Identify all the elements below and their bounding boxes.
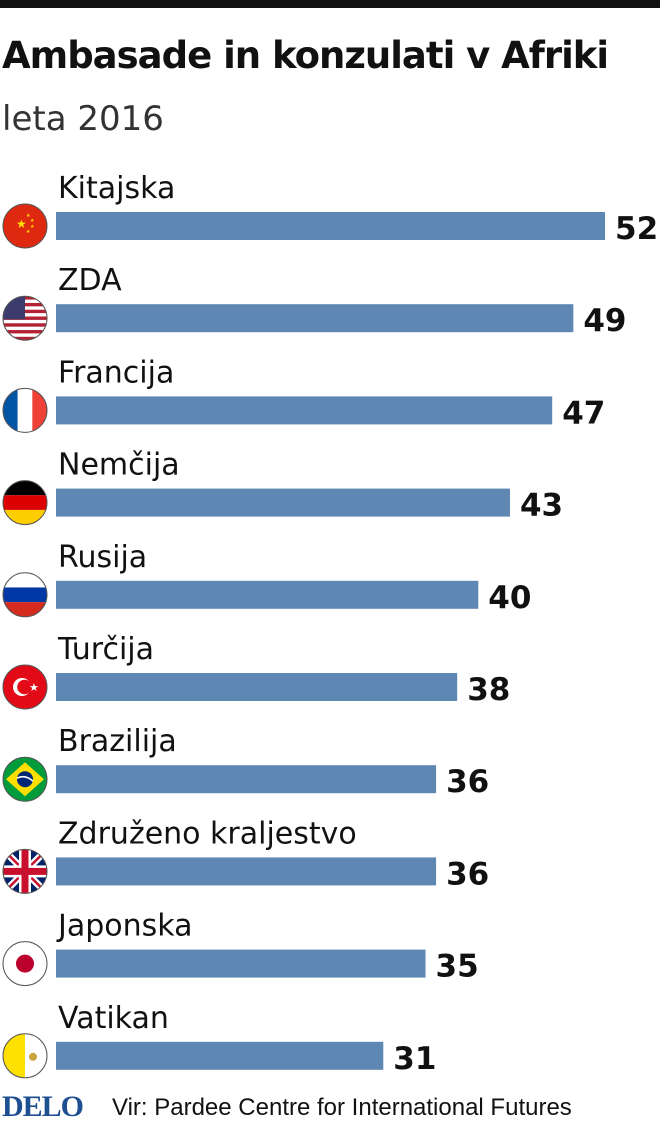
uk-flag-icon	[2, 848, 48, 894]
turkey-flag-icon: ★	[2, 664, 48, 710]
footer: DELO Vir: Pardee Centre for Internationa…	[0, 1090, 660, 1126]
category-label: Vatikan	[58, 1001, 169, 1036]
germany-flag-icon	[2, 480, 48, 526]
category-label: Nemčija	[58, 448, 180, 483]
value-label: 36	[446, 856, 489, 892]
bar	[56, 304, 574, 333]
value-label: 43	[520, 488, 563, 524]
category-label: Turčija	[57, 632, 154, 667]
svg-text:★: ★	[29, 681, 39, 694]
category-label: Rusija	[58, 540, 147, 575]
bar	[56, 1041, 384, 1070]
value-label: 40	[488, 580, 531, 616]
bar	[56, 212, 605, 240]
china-flag-icon: ★★★★★	[2, 203, 48, 249]
value-label: 31	[393, 1041, 436, 1077]
bar	[56, 765, 437, 794]
bar	[56, 857, 437, 886]
category-label: Francija	[58, 355, 174, 390]
france-flag-icon	[2, 387, 48, 433]
category-label: Združeno kraljestvo	[58, 816, 357, 851]
top-rule	[0, 0, 660, 8]
value-label: 47	[562, 395, 605, 431]
category-label: Kitajska	[58, 171, 175, 206]
category-label: ZDA	[58, 263, 122, 298]
chart-subtitle: leta 2016	[2, 99, 164, 139]
svg-text:★: ★	[16, 217, 27, 231]
bar	[56, 488, 510, 517]
vatican-flag-icon	[2, 1033, 48, 1079]
value-label: 49	[583, 303, 626, 339]
svg-text:★: ★	[30, 218, 35, 224]
bar	[56, 949, 426, 978]
category-label: Japonska	[56, 909, 193, 944]
japan-flag-icon	[2, 941, 48, 987]
svg-text:★: ★	[30, 224, 35, 230]
value-label: 38	[467, 672, 510, 708]
value-label: 35	[436, 949, 479, 985]
bar	[56, 673, 458, 701]
brazil-flag-icon	[2, 756, 48, 802]
delo-logo: DELO	[2, 1090, 84, 1123]
chart-title: Ambasade in konzulati v Afriki	[2, 34, 609, 77]
value-label: 52	[615, 211, 658, 247]
value-label: 36	[446, 764, 489, 800]
russia-flag-icon	[2, 572, 48, 618]
source-note: Vir: Pardee Centre for International Fut…	[112, 1094, 572, 1121]
svg-text:★: ★	[26, 229, 31, 235]
svg-text:★: ★	[26, 213, 31, 219]
category-label: Brazilija	[58, 724, 177, 759]
usa-flag-icon	[2, 295, 48, 341]
bar	[56, 580, 479, 609]
bar	[56, 396, 553, 425]
